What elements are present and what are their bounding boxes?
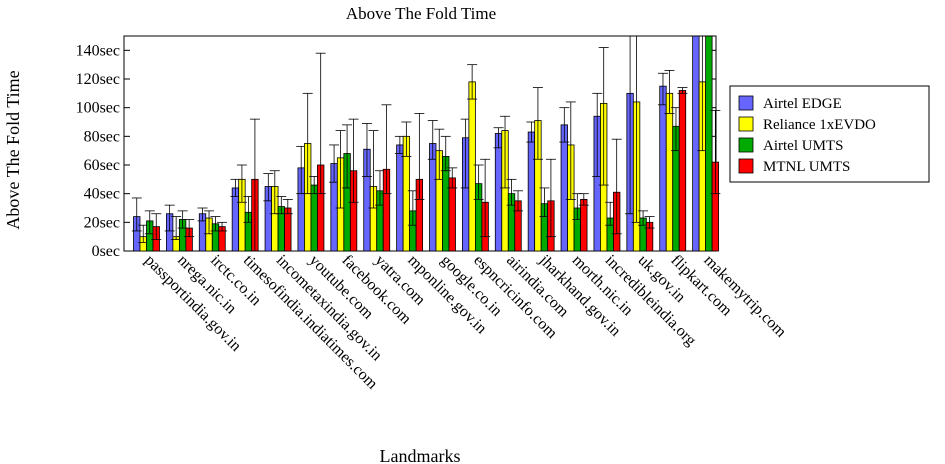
y-tick-label: 140sec xyxy=(76,42,120,59)
legend-swatch xyxy=(738,95,754,111)
legend-label: Airtel EDGE xyxy=(763,96,842,112)
bar xyxy=(705,35,713,252)
legend-box xyxy=(729,85,930,183)
bar xyxy=(310,184,318,252)
legend-label: Reliance 1xEVDO xyxy=(763,117,876,133)
chart-title: Above The Fold Time xyxy=(346,4,496,23)
y-tick-label: 120sec xyxy=(76,71,120,88)
bar xyxy=(678,90,687,252)
legend: Airtel EDGE Reliance 1xEVDO Airtel UMTS MTN… xyxy=(729,85,930,183)
bar xyxy=(527,131,536,252)
legend-swatch xyxy=(738,116,754,132)
bar xyxy=(665,92,674,252)
x-axis-title: Landmarks xyxy=(380,446,461,464)
bar xyxy=(560,124,568,252)
bar xyxy=(396,144,404,252)
bar xyxy=(231,187,240,252)
y-tick-label: 60sec xyxy=(84,157,120,174)
y-axis-title: Above The Fold Time xyxy=(3,70,23,229)
bar xyxy=(284,207,292,252)
bar xyxy=(580,198,588,252)
y-tick-label: 40sec xyxy=(84,186,120,203)
y-tick-label: 100sec xyxy=(76,100,120,117)
legend-swatch xyxy=(738,137,754,153)
y-tick-label: 80sec xyxy=(84,128,120,145)
plot-area: 0sec 20sec 40sec 60sec 80sec 100sec 120sec 140s… xyxy=(76,35,790,393)
bar xyxy=(494,133,503,252)
y-tick-label: 20sec xyxy=(84,214,120,231)
legend-swatch xyxy=(738,158,754,174)
bar xyxy=(448,177,456,252)
bar xyxy=(692,35,700,252)
y-tick-label: 0sec xyxy=(92,243,120,260)
legend-label: Airtel UMTS xyxy=(763,138,843,154)
bar xyxy=(659,85,667,252)
bar xyxy=(468,81,476,252)
legend-label: MTNL UMTS xyxy=(763,159,850,175)
